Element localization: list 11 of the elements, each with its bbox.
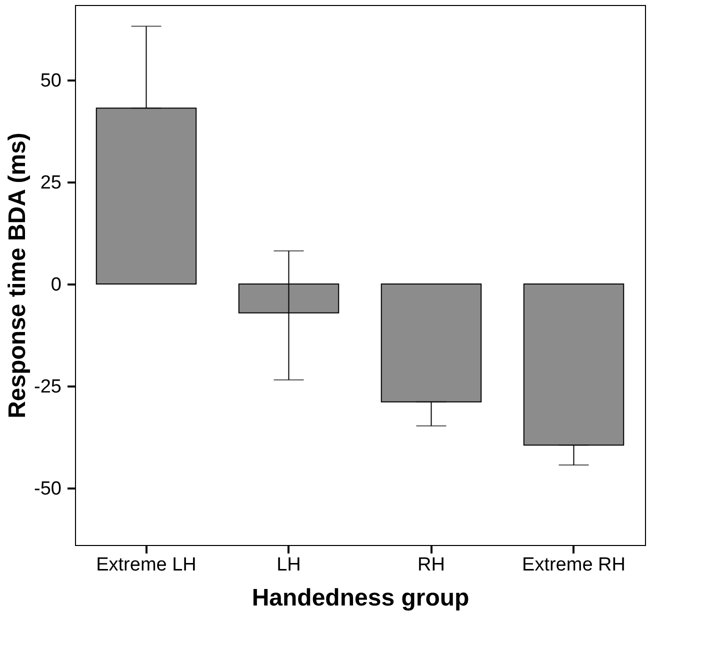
x-tick-label: Extreme RH: [522, 554, 626, 576]
y-tick-label: 0: [50, 274, 62, 296]
x-tick-label: Extreme LH: [96, 554, 196, 576]
y-tick-label: 50: [40, 70, 62, 92]
x-tick-label: RH: [418, 554, 445, 576]
y-tick-label: -50: [34, 478, 62, 500]
y-axis-title: Response time BDA (ms): [4, 132, 32, 418]
x-tick-label: LH: [276, 554, 301, 576]
x-axis-title: Handedness group: [252, 584, 470, 612]
y-tick-label: 25: [40, 172, 62, 194]
y-tick-label: -25: [34, 376, 62, 398]
